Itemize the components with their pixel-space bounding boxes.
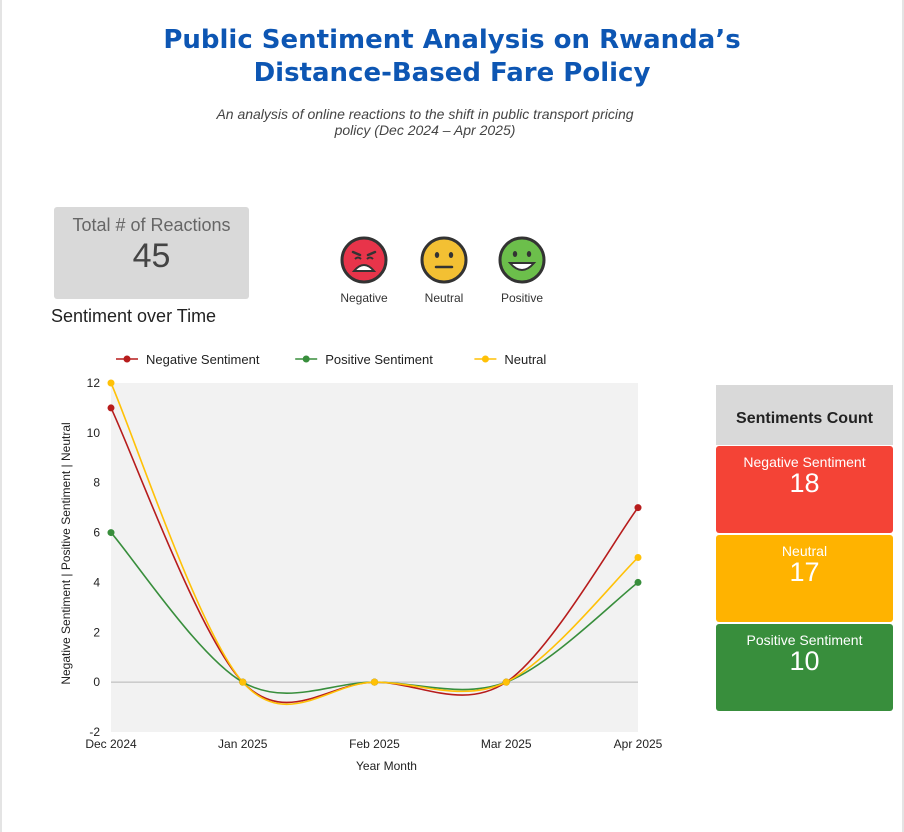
y-tick-label: -2	[89, 725, 100, 739]
plot-area	[111, 383, 638, 732]
x-tick-label: Mar 2025	[481, 737, 532, 751]
series-point-2	[107, 379, 115, 387]
legend-swatch-dot	[481, 355, 489, 363]
y-tick-label: 12	[87, 376, 101, 390]
total-reactions-card: Total # of Reactions 45	[54, 207, 249, 299]
x-tick-label: Jan 2025	[218, 737, 268, 751]
title-line-2: Distance-Based Fare Policy	[253, 58, 651, 88]
count-card-negative: Negative Sentiment 18	[716, 446, 893, 533]
x-tick-label: Apr 2025	[614, 737, 663, 751]
legend-entry: Negative Sentiment	[146, 352, 260, 367]
y-axis-label: Negative Sentiment | Positive Sentiment …	[59, 422, 73, 684]
page-title: Public Sentiment Analysis on Rwanda’s Di…	[0, 24, 904, 90]
count-card-neutral-label: Neutral	[781, 543, 828, 559]
legend-swatch-dot	[302, 355, 310, 363]
series-point-2	[634, 554, 642, 561]
legend-entry: Positive Sentiment	[325, 352, 433, 367]
series-line-2	[110, 382, 639, 706]
emoji-label-positive: Positive	[500, 291, 544, 305]
series-point-1	[107, 529, 115, 537]
count-card-positive: Positive Sentiment 10	[716, 624, 893, 711]
page-subtitle: An analysis of online reactions to the s…	[216, 106, 634, 138]
y-tick-label: 0	[93, 675, 100, 689]
count-card-neutral: Neutral 17	[716, 535, 893, 622]
y-tick-label: 4	[93, 575, 100, 589]
total-reactions-value: 45	[132, 237, 171, 275]
sentiment-line-chart: -2 0 2 4 6 8 10 12 Dec 2024 Jan 2025 Feb 2025 Mar 2…	[59, 352, 663, 773]
legend-swatch-dot	[123, 355, 131, 363]
chart-title: Sentiment over Time	[51, 306, 217, 326]
x-axis-label: Year Month	[356, 759, 417, 773]
count-card-positive-label: Positive Sentiment	[746, 632, 863, 648]
y-tick-label: 8	[93, 476, 100, 490]
count-card-positive-value: 10	[789, 646, 820, 676]
count-card-negative-value: 18	[789, 468, 820, 498]
count-card-neutral-value: 17	[789, 557, 820, 587]
x-tick-label: Dec 2024	[85, 737, 137, 751]
series-point-2	[239, 678, 247, 686]
smiling-face-icon	[498, 236, 546, 284]
sentiments-count-header: Sentiments Count	[716, 385, 893, 445]
count-card-negative-label: Negative Sentiment	[743, 454, 866, 470]
series-point-2	[502, 678, 510, 686]
series-point-1	[634, 578, 642, 586]
emoji-label-neutral: Neutral	[424, 291, 464, 305]
x-tick-label: Feb 2025	[349, 737, 400, 751]
y-tick-label: 10	[87, 426, 101, 440]
series-point-0	[634, 504, 642, 512]
neutral-face-icon	[420, 236, 468, 284]
y-tick-label: 6	[93, 526, 100, 540]
emoji-label-negative: Negative	[340, 291, 388, 305]
title-line-1: Public Sentiment Analysis on Rwanda’s	[163, 25, 741, 55]
legend-entry: Neutral	[504, 352, 546, 367]
angry-face-icon	[340, 236, 388, 284]
y-tick-label: 2	[93, 625, 100, 639]
series-point-2	[371, 678, 378, 686]
series-point-0	[107, 404, 115, 412]
total-reactions-label: Total # of Reactions	[72, 215, 231, 235]
